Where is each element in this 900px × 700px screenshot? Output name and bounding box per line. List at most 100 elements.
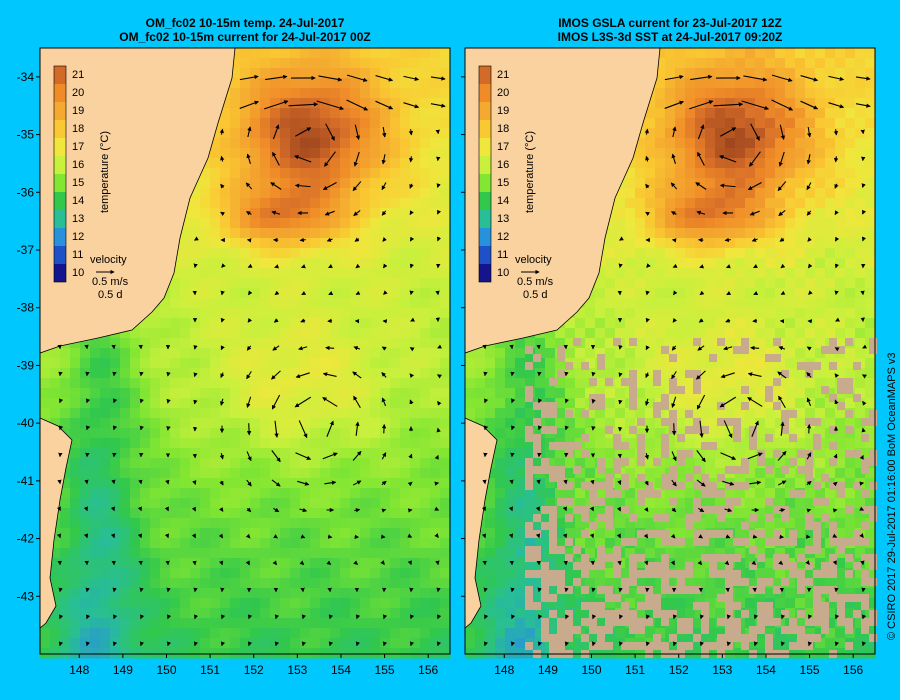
colorbar-swatch (479, 66, 491, 84)
current-arrow (670, 560, 675, 566)
current-arrow (382, 237, 387, 242)
current-arrow (352, 480, 362, 486)
current-arrow (409, 347, 415, 352)
current-arrow (695, 370, 706, 380)
current-arrow (689, 100, 714, 110)
colorbar-swatch (479, 102, 491, 120)
left-title-line2: OM_fc02 10-15m current for 24-Jul-2017 0… (119, 30, 371, 44)
current-arrow (806, 346, 812, 351)
colorbar-tick-label: 11 (497, 249, 508, 261)
current-arrow (166, 398, 171, 404)
lon-tick-label: 152 (244, 663, 264, 677)
current-arrow (318, 75, 343, 82)
current-arrow (316, 100, 345, 111)
current-arrow (324, 480, 337, 485)
current-arrow (246, 345, 252, 351)
colorbar-swatch (479, 174, 491, 192)
colorbar-swatch (54, 210, 66, 228)
current-arrow (671, 507, 677, 513)
right-title-line1: IMOS GSLA current for 23-Jul-2017 12Z (558, 16, 782, 30)
left-current-arrows (56, 74, 446, 647)
current-arrow (220, 183, 225, 189)
colorbar-tick-label: 13 (72, 213, 84, 225)
current-arrow (833, 129, 839, 136)
lon-tick-label: 150 (581, 663, 601, 677)
velocity-legend-speed: 0.5 m/s (517, 276, 554, 288)
current-arrow (719, 155, 737, 163)
current-arrow (671, 238, 677, 243)
current-arrow (221, 263, 226, 268)
right-title-line2: IMOS L3S-3d SST at 24-Jul-2017 09:20Z (557, 30, 783, 44)
current-arrow (671, 479, 677, 487)
current-arrow (806, 480, 812, 486)
current-arrow (430, 103, 446, 108)
current-arrow (671, 153, 676, 164)
left-colorbar: 21 20 19 18 17 16 15 14 13 12 11 10 temperature (°C) (46, 58, 124, 283)
current-arrow (295, 372, 310, 379)
current-arrow (408, 453, 413, 459)
current-arrow (645, 211, 651, 217)
current-arrow (381, 346, 387, 351)
left-panel-frame (39, 47, 451, 655)
current-arrow (752, 534, 758, 539)
right-velocity-legend: velocity 0.5 m/s0.5 d (515, 254, 554, 301)
current-arrow (779, 508, 786, 513)
current-arrow (618, 372, 623, 378)
current-arrow (274, 420, 279, 438)
current-arrow (270, 182, 282, 190)
current-arrow (780, 421, 785, 436)
colorbar-swatch (54, 246, 66, 264)
current-arrow (381, 372, 387, 378)
colorbar-tick-label: 10 (497, 267, 509, 279)
current-arrow (298, 420, 308, 439)
current-arrow (354, 508, 361, 513)
current-arrow (247, 126, 252, 138)
current-arrow (743, 75, 768, 82)
current-arrow (352, 181, 362, 192)
colorbar-swatch (54, 174, 66, 192)
current-arrow (670, 182, 678, 190)
current-arrow (381, 452, 387, 460)
current-arrow (780, 263, 786, 269)
current-arrow (381, 154, 386, 165)
current-arrow (409, 373, 415, 379)
current-arrow (191, 506, 196, 512)
current-arrow (673, 290, 678, 296)
current-arrow (322, 452, 338, 460)
current-arrow (747, 182, 762, 190)
current-arrow (695, 182, 707, 190)
current-arrow (645, 183, 650, 189)
current-arrow (327, 534, 333, 539)
current-arrow (696, 479, 706, 487)
current-arrow (381, 182, 387, 191)
current-arrow (834, 373, 840, 379)
current-arrow (855, 76, 871, 81)
current-arrow (353, 560, 359, 565)
current-arrow (862, 400, 867, 406)
colorbar-tick-label: 18 (497, 123, 509, 135)
current-arrow (193, 372, 198, 378)
current-arrow (644, 398, 650, 406)
current-arrow (696, 394, 706, 410)
current-arrow (353, 395, 361, 409)
current-arrow (698, 507, 705, 513)
current-arrow (747, 397, 763, 407)
land-tasmania (39, 417, 73, 629)
colorbar-tick-label: 19 (72, 105, 84, 117)
current-arrow (353, 210, 361, 216)
current-arrow (725, 318, 731, 323)
current-arrow (778, 151, 785, 167)
current-arrow (273, 534, 278, 539)
colorbar-tick-label: 10 (72, 267, 84, 279)
current-arrow (833, 453, 838, 459)
lon-tick-label: 153 (712, 663, 732, 677)
current-arrow (861, 236, 867, 242)
lon-tick-label: 150 (156, 663, 176, 677)
current-arrow (239, 100, 259, 109)
current-arrow (806, 452, 812, 460)
current-arrow (322, 397, 338, 407)
colorbar-swatch (479, 156, 491, 174)
current-arrow (437, 209, 442, 215)
current-arrow (355, 290, 361, 295)
